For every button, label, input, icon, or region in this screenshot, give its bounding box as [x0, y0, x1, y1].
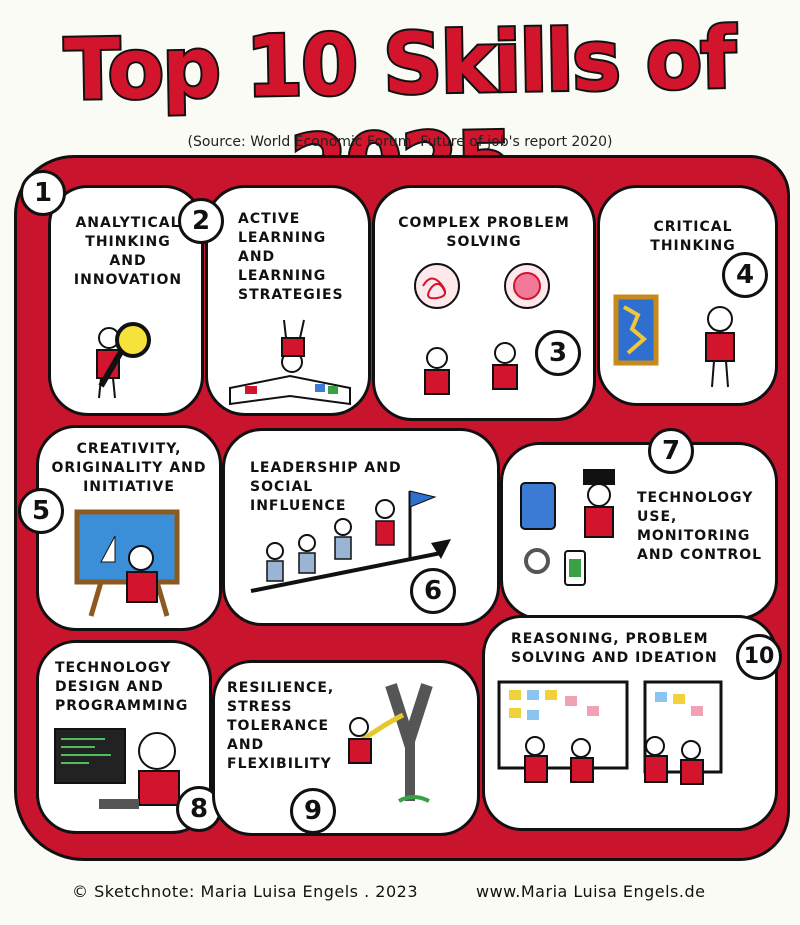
- skill-number-5: 5: [18, 488, 64, 534]
- programmer-illustration: [54, 728, 180, 809]
- skill-label-8: Technology design and programming: [55, 660, 189, 714]
- skill-label-6: Leadership and social influence: [250, 460, 402, 514]
- skill-card-5: Creativity, originality and initiative: [36, 425, 222, 631]
- skill-card-9: Resilience, stress tolerance and flexibi…: [212, 660, 480, 836]
- skill-card-3: Complex problem solving: [372, 185, 596, 421]
- footer-website[interactable]: www.Maria Luisa Engels.de: [476, 882, 706, 901]
- skill-label-7: Technology use, monitoring and control: [637, 490, 763, 563]
- skill-number-3: 3: [535, 330, 581, 376]
- skill-number-9: 9: [290, 788, 336, 834]
- source-note: (Source: World Economic Forum. Future of…: [187, 134, 613, 150]
- skill-card-2: Active learning and learning strategies: [205, 185, 371, 416]
- skill-number-6: 6: [410, 568, 456, 614]
- skill-label-10: Reasoning, problem solving and ideation: [511, 631, 718, 666]
- skill-card-4: Critical thinking: [597, 185, 778, 406]
- skill-label-2: Active learning and learning strategies: [238, 211, 344, 303]
- ideation-board-illustration: [497, 680, 723, 785]
- skill-number-7: 7: [648, 428, 694, 474]
- skill-card-10: Reasoning, problem solving and ideation: [482, 615, 778, 831]
- skill-label-9: Resilience, stress tolerance and flexibi…: [227, 680, 335, 772]
- skill-number-10: 10: [736, 634, 782, 680]
- skill-number-1: 1: [20, 170, 66, 216]
- skill-label-5: Creativity, originality and initiative: [51, 441, 207, 495]
- skill-card-6: Leadership and social influence: [222, 428, 500, 626]
- skill-label-4: Critical thinking: [650, 219, 736, 254]
- book-illustration: [229, 319, 351, 406]
- easel-illustration: [74, 509, 180, 617]
- painting-viewer-illustration: [613, 294, 735, 388]
- skill-label-3: Complex problem solving: [398, 215, 570, 250]
- problem-solving-illustration: [414, 263, 550, 395]
- devices-illustration: [520, 469, 615, 586]
- skill-label-1: Analytical thinking and innovation: [73, 215, 183, 288]
- skill-number-4: 4: [722, 252, 768, 298]
- leadership-illustration: [250, 490, 451, 593]
- slingshot-illustration: [348, 683, 433, 803]
- magnifier-illustration: [96, 322, 151, 399]
- footer-copyright: © Sketchnote: Maria Luisa Engels . 2023: [72, 882, 418, 901]
- skill-card-7: Technology use, monitoring and control: [500, 442, 778, 620]
- skill-number-2: 2: [178, 198, 224, 244]
